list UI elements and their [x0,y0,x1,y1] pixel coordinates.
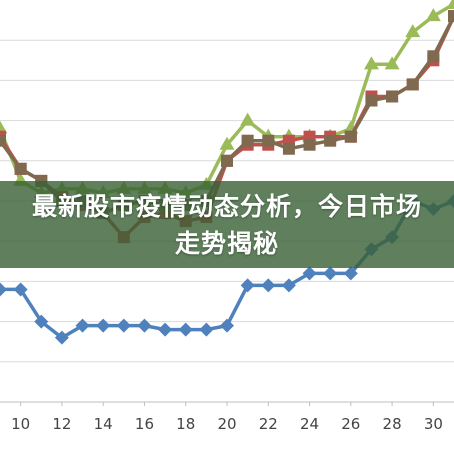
data-point [425,8,441,22]
data-point [302,266,317,281]
data-point [34,314,49,329]
data-point [405,24,421,38]
data-point [0,120,8,134]
data-point [199,322,214,337]
data-point [158,322,173,337]
data-point [323,266,338,281]
data-point [282,142,295,155]
x-tick-label: 18 [176,415,195,433]
x-tick-label: 20 [217,415,236,433]
data-point [0,134,6,147]
data-point [137,318,152,333]
x-tick-label: 14 [94,415,113,433]
data-point [14,162,27,175]
data-point [344,130,357,143]
data-point [261,278,276,293]
data-point [363,56,379,70]
data-point [427,50,440,63]
x-tick-label: 28 [383,415,402,433]
data-point [343,266,358,281]
data-point [303,138,316,151]
data-point [386,90,399,103]
data-point [178,322,193,337]
data-point [96,318,111,333]
data-point [406,78,419,91]
data-point [324,134,337,147]
data-point [219,136,235,150]
data-point [220,318,234,333]
title-banner: 最新股市疫情动态分析，今日市场走势揭秘 [0,181,454,268]
banner-title: 最新股市疫情动态分析，今日市场走势揭秘 [31,191,422,258]
data-point [13,282,28,297]
data-point [0,282,7,297]
data-point [446,0,454,10]
data-point [221,154,233,167]
data-point [281,278,296,293]
x-tick-label: 30 [424,415,443,433]
data-point [75,318,90,333]
data-point [365,94,378,107]
x-tick-labels: 10 12 14 16 18 20 22 24 26 28 30 [11,402,443,433]
data-point [262,134,275,147]
data-point [54,330,69,345]
data-point [116,318,131,333]
series-group [0,0,454,345]
x-tick-label: 12 [52,415,71,433]
data-point [241,134,254,147]
x-tick-label: 10 [11,415,30,433]
data-point [384,56,400,70]
x-tick-label: 26 [341,415,360,433]
data-point [240,112,256,126]
x-tick-label: 22 [259,415,278,433]
x-tick-label: 16 [135,415,154,433]
data-point [240,278,255,293]
data-point [448,10,454,23]
x-tick-label: 24 [300,415,319,433]
